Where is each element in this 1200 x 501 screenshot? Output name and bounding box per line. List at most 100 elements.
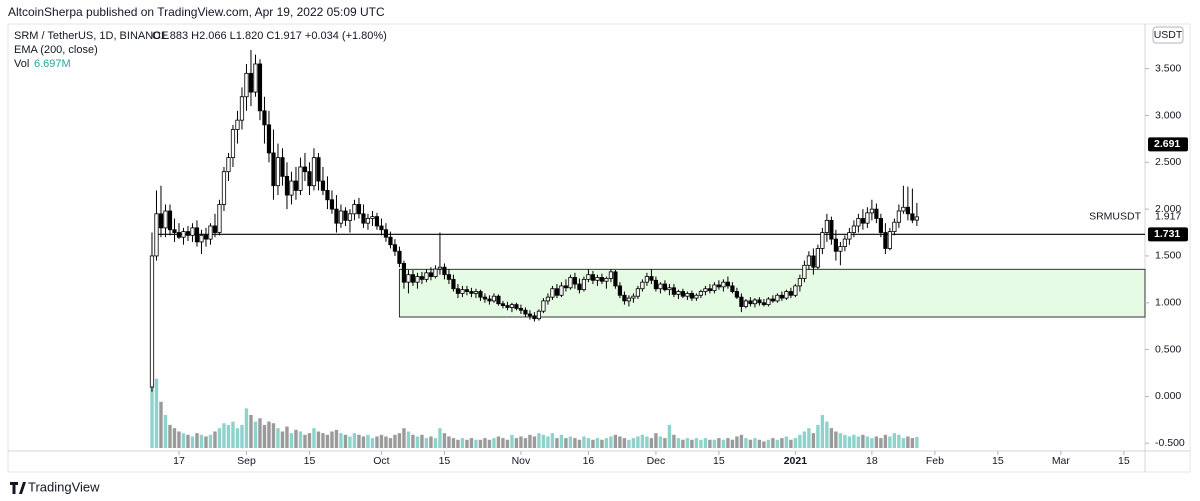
volume-bar <box>789 439 793 448</box>
volume-bar <box>213 431 217 448</box>
candle-body <box>343 210 348 221</box>
currency-box <box>1152 26 1184 44</box>
candle-body <box>658 283 663 290</box>
volume-bar <box>366 434 370 448</box>
volume-bar <box>735 436 739 448</box>
candle-body <box>676 291 681 295</box>
y-tick-label: 2.500 <box>1155 156 1181 168</box>
volume-bar <box>321 433 325 448</box>
volume-bar <box>577 439 582 448</box>
volume-bar <box>663 438 667 448</box>
volume-bar <box>618 436 622 448</box>
candle-body <box>293 180 299 191</box>
candle-body <box>496 295 501 305</box>
volume-bar <box>258 418 262 448</box>
candle-body <box>199 234 204 243</box>
volume-bar <box>393 434 397 448</box>
volume-bar <box>766 439 771 448</box>
candle-body <box>635 288 641 297</box>
volume-bar <box>888 436 892 448</box>
footer-logo <box>10 482 26 494</box>
candle-body <box>802 264 807 279</box>
candle-body <box>779 294 784 299</box>
candle-body <box>176 232 182 238</box>
candle-body <box>410 274 416 283</box>
candle-body <box>478 291 483 298</box>
volume-bar <box>222 423 226 448</box>
volume-bar <box>492 438 496 448</box>
candle-body <box>428 272 434 277</box>
volume-bar <box>478 439 483 448</box>
candle-body <box>752 299 758 305</box>
candle-body <box>523 309 528 315</box>
candle-body <box>500 303 506 306</box>
volume-bar <box>681 439 685 448</box>
candle-body <box>316 157 321 182</box>
volume-title: Vol <box>14 58 29 70</box>
volume-bar <box>465 439 469 448</box>
volume-bar <box>370 438 375 448</box>
candle-body <box>419 276 425 280</box>
candle-body <box>833 238 838 252</box>
volume-bar <box>415 436 420 448</box>
candle-body <box>437 266 443 270</box>
volume-bar <box>163 415 168 448</box>
candle-body <box>730 285 735 292</box>
x-tick-label: 18 <box>866 455 878 467</box>
volume-bar <box>897 434 901 448</box>
candle-body <box>149 255 155 388</box>
volume-bar <box>699 439 703 448</box>
volume-bar <box>447 436 451 448</box>
candle-body <box>487 298 492 302</box>
candle-body <box>577 283 582 291</box>
candle-body <box>860 218 865 224</box>
x-tick-label: Feb <box>926 455 944 467</box>
volume-bar <box>906 436 910 448</box>
volume-bar <box>307 433 312 448</box>
candle-body <box>365 218 371 224</box>
candle-body <box>703 288 708 292</box>
candle-body <box>536 310 542 320</box>
candle-body <box>707 288 713 291</box>
x-tick-label: 2021 <box>784 455 808 467</box>
x-tick-label: Dec <box>647 455 666 467</box>
volume-bar <box>609 436 613 448</box>
volume-bar <box>406 431 411 448</box>
candle-body <box>329 199 335 210</box>
candle-body <box>320 180 326 191</box>
candle-body <box>770 298 775 302</box>
candle-body <box>653 279 659 290</box>
volume-bar <box>807 428 811 448</box>
candle-body <box>347 213 353 221</box>
candle-body <box>383 229 389 238</box>
volume-bar <box>717 438 721 448</box>
volume-bar <box>159 401 163 448</box>
x-tick-label: Mar <box>1052 455 1071 467</box>
volume-bar <box>330 431 334 448</box>
volume-bar <box>487 439 492 448</box>
volume-bar <box>424 438 429 448</box>
volume-bar <box>672 434 676 448</box>
candle-body <box>622 294 627 302</box>
volume-bar <box>303 434 307 448</box>
y-tick-label: -0.500 <box>1155 437 1185 449</box>
candle-body <box>874 208 879 219</box>
candle-body <box>248 72 254 93</box>
candle-body <box>586 274 591 280</box>
volume-bar <box>456 439 460 448</box>
volume-bar <box>388 438 393 448</box>
candle-body <box>271 152 276 187</box>
volume-bar <box>532 436 537 448</box>
volume-bar <box>829 428 834 448</box>
volume-bar <box>420 434 424 448</box>
candle-body <box>374 216 380 227</box>
candle-body <box>797 278 802 287</box>
candle-body <box>910 213 915 221</box>
candle-body <box>626 297 632 302</box>
volume-bar <box>816 424 820 448</box>
volume-bar <box>217 428 222 448</box>
volume-bar <box>559 434 564 448</box>
candle-body <box>662 283 668 291</box>
volume-bar <box>438 428 442 448</box>
candle-body <box>721 281 726 288</box>
